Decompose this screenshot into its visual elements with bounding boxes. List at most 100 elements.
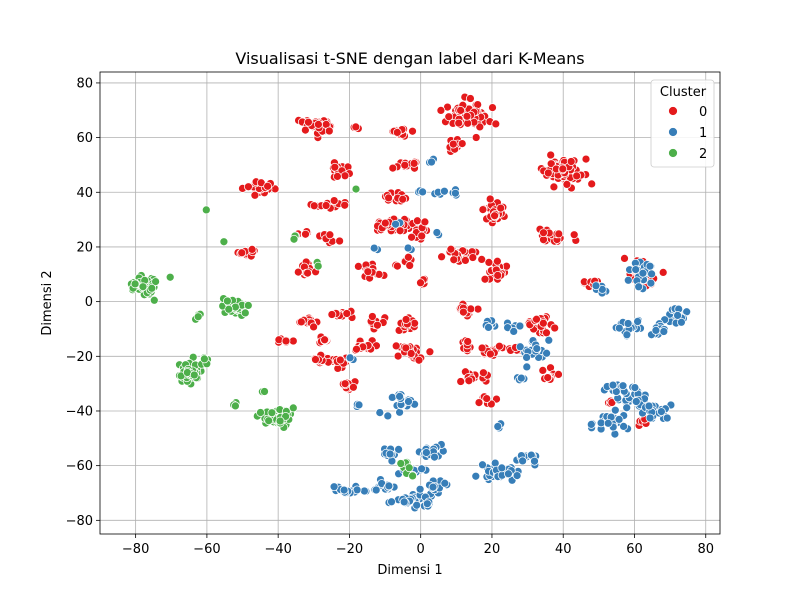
data-point bbox=[474, 398, 484, 407]
data-point bbox=[457, 139, 467, 148]
data-point bbox=[224, 304, 234, 314]
data-point bbox=[631, 265, 641, 274]
data-point bbox=[657, 407, 666, 416]
data-point bbox=[373, 320, 382, 330]
data-point bbox=[264, 416, 274, 426]
data-point bbox=[395, 392, 404, 401]
data-point bbox=[473, 304, 483, 314]
y-tick-label: 0 bbox=[85, 295, 93, 310]
data-point bbox=[130, 279, 140, 289]
data-point bbox=[325, 230, 335, 240]
data-point bbox=[569, 230, 579, 240]
data-point bbox=[250, 190, 260, 200]
data-point bbox=[532, 344, 542, 353]
data-point bbox=[301, 229, 310, 239]
data-point bbox=[165, 272, 175, 282]
data-point bbox=[404, 463, 414, 473]
x-tick-label: 80 bbox=[697, 542, 714, 557]
data-point bbox=[425, 347, 435, 357]
data-point bbox=[471, 471, 481, 481]
data-point bbox=[314, 120, 323, 129]
data-point bbox=[603, 418, 613, 428]
y-axis-label: Dimensi 2 bbox=[40, 270, 55, 335]
data-point bbox=[398, 194, 408, 204]
data-point bbox=[396, 459, 406, 468]
data-point bbox=[497, 463, 507, 473]
data-point bbox=[335, 355, 345, 365]
data-point bbox=[610, 429, 620, 439]
data-point bbox=[267, 408, 277, 418]
data-point bbox=[393, 351, 403, 361]
data-point bbox=[538, 366, 548, 375]
data-point bbox=[320, 335, 329, 345]
data-point bbox=[384, 481, 394, 491]
data-point bbox=[422, 499, 432, 509]
data-point bbox=[391, 341, 401, 351]
x-tick-label: −80 bbox=[122, 542, 149, 557]
data-point bbox=[188, 352, 198, 362]
y-tick-label: −60 bbox=[66, 459, 93, 474]
data-point bbox=[428, 482, 438, 492]
data-point bbox=[354, 262, 363, 271]
data-point bbox=[400, 160, 410, 170]
data-point bbox=[380, 218, 390, 228]
data-point bbox=[352, 344, 361, 354]
x-tick-label: 60 bbox=[626, 542, 643, 557]
data-point bbox=[200, 354, 209, 364]
data-point bbox=[522, 362, 532, 372]
data-point bbox=[281, 336, 291, 346]
data-point bbox=[193, 312, 203, 322]
data-point bbox=[342, 309, 352, 318]
data-point bbox=[486, 349, 495, 359]
data-point bbox=[466, 94, 475, 103]
data-point bbox=[539, 228, 548, 238]
data-point bbox=[480, 274, 490, 284]
data-point bbox=[247, 245, 257, 254]
data-point bbox=[231, 401, 240, 411]
data-point bbox=[581, 154, 591, 164]
data-point bbox=[479, 368, 488, 378]
data-point bbox=[340, 171, 350, 181]
data-point bbox=[408, 126, 417, 136]
data-point bbox=[368, 312, 377, 321]
data-point bbox=[515, 321, 525, 331]
data-point bbox=[330, 162, 340, 172]
data-point bbox=[549, 182, 559, 192]
legend-box bbox=[650, 79, 715, 168]
data-point bbox=[464, 376, 474, 386]
data-point bbox=[329, 196, 339, 205]
data-point bbox=[515, 342, 525, 352]
data-point bbox=[451, 188, 460, 198]
data-point bbox=[461, 256, 470, 265]
legend-marker-1 bbox=[668, 127, 678, 137]
data-point bbox=[484, 258, 494, 267]
data-point bbox=[392, 128, 402, 137]
legend-label-2: 2 bbox=[699, 147, 707, 162]
data-point bbox=[619, 422, 628, 431]
data-point bbox=[449, 255, 459, 265]
data-point bbox=[518, 456, 527, 466]
data-point bbox=[351, 184, 361, 194]
data-point bbox=[566, 157, 576, 166]
data-point bbox=[403, 243, 413, 253]
y-tick-label: 80 bbox=[76, 76, 93, 91]
data-point bbox=[256, 408, 265, 417]
data-point bbox=[406, 349, 416, 358]
data-point bbox=[504, 469, 513, 479]
data-point bbox=[430, 452, 439, 462]
scatter-points bbox=[127, 92, 692, 513]
data-point bbox=[432, 228, 442, 237]
data-point bbox=[591, 281, 601, 291]
data-point bbox=[496, 203, 506, 213]
data-point bbox=[274, 335, 284, 345]
data-point bbox=[647, 269, 656, 279]
data-point bbox=[542, 328, 551, 338]
data-point bbox=[614, 415, 624, 424]
data-point bbox=[223, 296, 232, 306]
data-point bbox=[477, 255, 487, 264]
data-point bbox=[243, 301, 253, 310]
data-point bbox=[263, 181, 272, 191]
data-point bbox=[471, 133, 481, 142]
data-point bbox=[417, 231, 427, 241]
data-point bbox=[516, 373, 526, 383]
